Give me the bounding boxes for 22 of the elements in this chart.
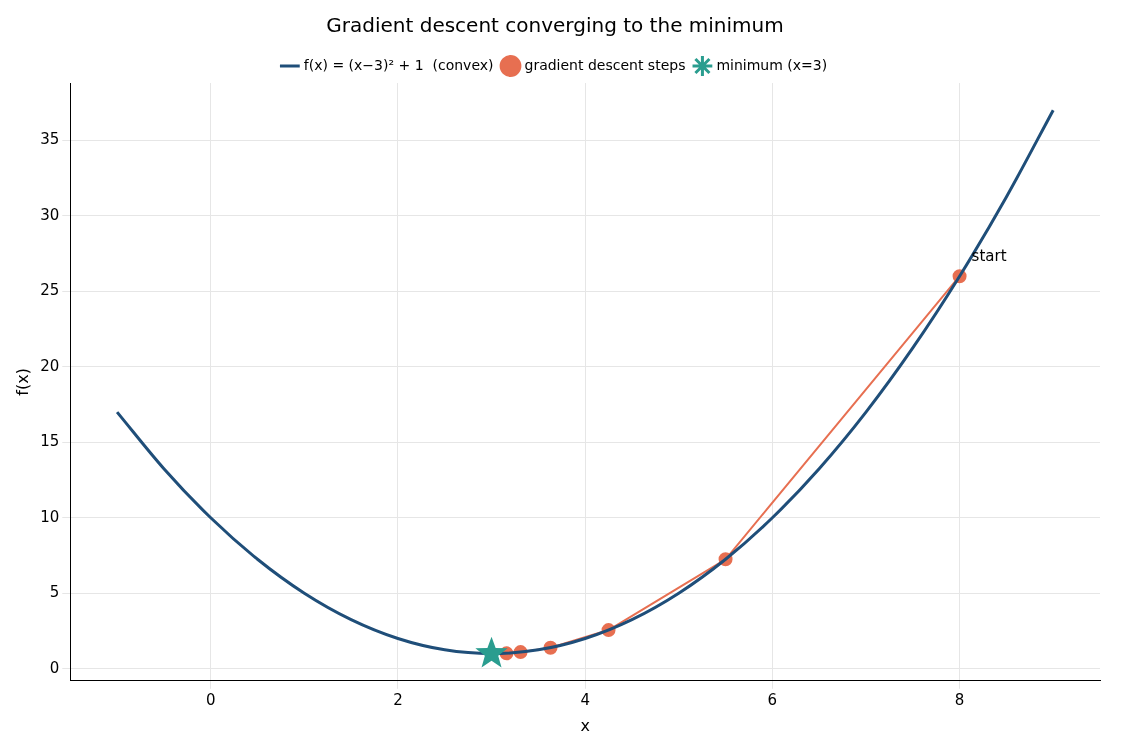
y-tick-label: 25 [40, 281, 60, 300]
y-tick-label: 0 [49, 658, 60, 677]
line-series [115, 108, 1055, 656]
x-tick-label: 6 [767, 690, 778, 709]
y-tick-label: 35 [40, 130, 60, 149]
y-tick-label: 15 [40, 432, 60, 451]
legend-label: minimum (x=3) [716, 56, 828, 73]
y-tick-label: 5 [49, 583, 60, 602]
legend-label: gradient descent steps [524, 56, 686, 73]
point [475, 636, 508, 668]
chart-title: Gradient descent converging to the minimum [326, 13, 784, 38]
y-tick-label: 10 [40, 507, 60, 526]
x-tick-label: 0 [205, 690, 216, 709]
legend-label: f(x) = (x−3)² + 1 (convex) [303, 56, 494, 73]
annotation: start [971, 246, 1007, 265]
y-tick-label: 20 [40, 356, 60, 375]
x-tick-label: 4 [580, 690, 590, 709]
x-tick-label: 2 [393, 690, 403, 709]
y-tick-label: 30 [40, 205, 60, 224]
x-axis-title: x [580, 715, 590, 735]
y-axis-title: f(x) [12, 368, 32, 396]
x-tick-label: 8 [954, 690, 965, 709]
